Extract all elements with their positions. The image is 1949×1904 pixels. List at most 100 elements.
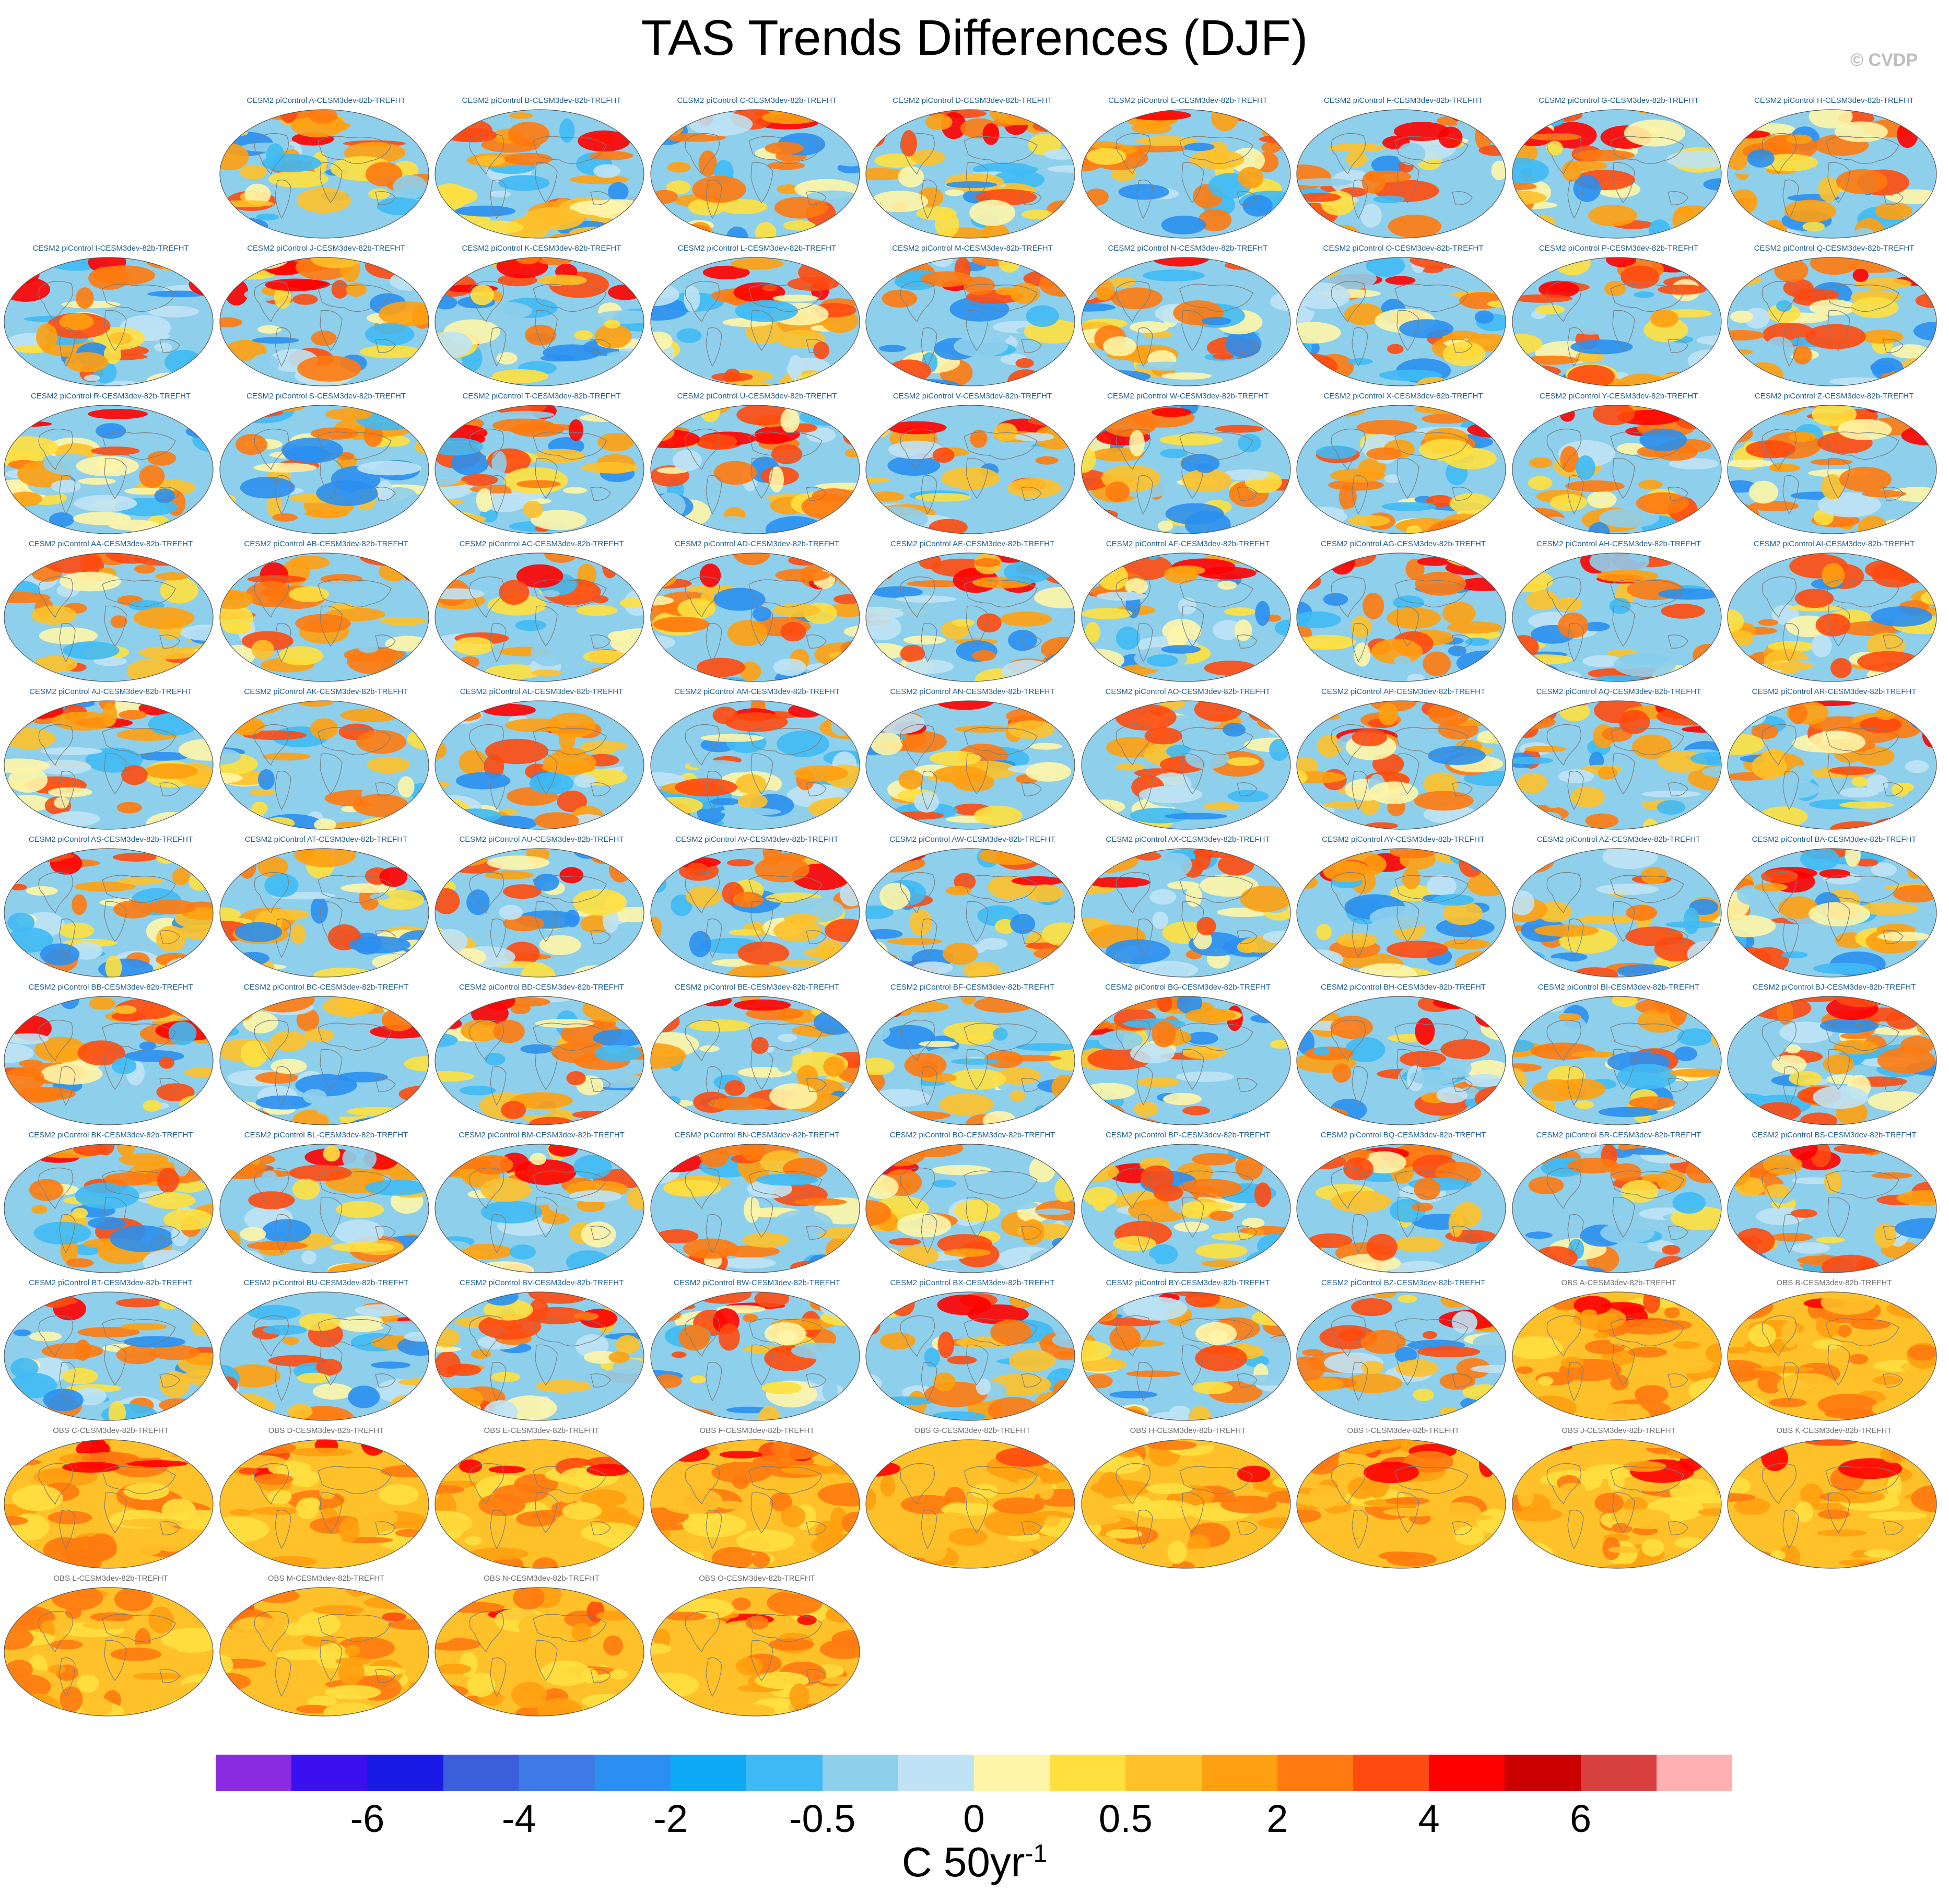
continent-outline — [535, 605, 558, 647]
continent-outline — [274, 1361, 291, 1402]
continent-outline — [1181, 457, 1204, 499]
continent-outline — [590, 487, 611, 501]
continent-outline — [1827, 901, 1850, 942]
panel-title: CESM2 piControl J-CESM3dev-82b-TREFHT — [247, 244, 405, 253]
continent-outline — [1181, 753, 1204, 794]
map-panel: CESM2 piControl AB-CESM3dev-82b-TREFHT — [219, 539, 434, 687]
continent-outline — [1612, 1049, 1635, 1090]
map-border — [1081, 109, 1291, 239]
map-border — [4, 1587, 214, 1717]
continent-outline — [1331, 280, 1366, 323]
global-trend-map — [1511, 996, 1722, 1125]
map-panel: CESM2 piControl AC-CESM3dev-82b-TREFHT — [434, 539, 649, 687]
panel-title: CESM2 piControl AK-CESM3dev-82b-TREFHT — [244, 687, 408, 696]
map-border — [650, 405, 860, 534]
map-border — [435, 553, 644, 682]
continent-outline — [104, 753, 127, 794]
map-border — [219, 700, 429, 830]
continent-outline — [1612, 901, 1635, 942]
continent-outline — [1352, 918, 1368, 958]
continent-outline — [1396, 1196, 1419, 1238]
map-panel: CESM2 piControl AY-CESM3dev-82b-TREFHT — [1296, 835, 1511, 982]
continent-outline — [1546, 1315, 1581, 1357]
continent-outline — [469, 1315, 504, 1357]
global-trend-map — [435, 109, 644, 239]
continent-outline — [533, 284, 607, 312]
panel-title: CESM2 piControl BZ-CESM3dev-82b-TREFHT — [1321, 1278, 1486, 1287]
continent-outline — [490, 1214, 507, 1254]
colorbar-tick-label: 0 — [963, 1797, 985, 1840]
continent-outline — [748, 1614, 823, 1642]
global-trend-map — [1296, 700, 1506, 830]
continent-outline — [1396, 1344, 1419, 1385]
continent-outline — [1667, 339, 1688, 353]
continent-outline — [964, 1318, 1038, 1347]
continent-outline — [1782, 179, 1799, 219]
map-border — [650, 996, 860, 1125]
map-border — [1727, 1291, 1937, 1421]
panel-title: CESM2 piControl AP-CESM3dev-82b-TREFHT — [1321, 687, 1486, 696]
continent-outline — [317, 1614, 392, 1642]
global-trend-map — [435, 405, 644, 534]
map-panel: CESM2 piControl AJ-CESM3dev-82b-TREFHT — [3, 687, 218, 835]
continent-outline — [1396, 1492, 1419, 1533]
global-trend-map — [435, 257, 644, 386]
panel-title: CESM2 piControl T-CESM3dev-82b-TREFHT — [462, 392, 621, 401]
continent-outline — [1610, 1466, 1684, 1495]
map-panel: OBS M-CESM3dev-82b-TREFHT — [219, 1574, 434, 1721]
map-panel: CESM2 piControl BI-CESM3dev-82b-TREFHT — [1511, 983, 1727, 1130]
continent-outline — [705, 918, 722, 958]
map-panel: OBS K-CESM3dev-82b-TREFHT — [1727, 1426, 1942, 1573]
map-border — [1296, 405, 1506, 534]
continent-outline — [590, 1373, 611, 1388]
continent-outline — [1546, 133, 1581, 175]
map-panel: CESM2 piControl AF-CESM3dev-82b-TREFHT — [1081, 539, 1296, 687]
continent-outline — [1612, 457, 1635, 499]
continent-outline — [1181, 1196, 1204, 1238]
global-trend-map — [1727, 1291, 1937, 1421]
continent-outline — [254, 872, 289, 914]
colorbar-segment — [746, 1755, 823, 1791]
colorbar-tick-label: 2 — [1266, 1797, 1288, 1840]
global-trend-map — [865, 1144, 1075, 1273]
map-border — [4, 1291, 214, 1421]
global-trend-map — [1511, 848, 1722, 978]
continent-outline — [1567, 179, 1584, 219]
panel-title: CESM2 piControl BE-CESM3dev-82b-TREFHT — [674, 983, 840, 992]
continent-outline — [1181, 1344, 1204, 1385]
continent-outline — [159, 782, 180, 796]
continent-outline — [1394, 284, 1469, 312]
continent-outline — [274, 770, 291, 810]
continent-outline — [921, 1066, 937, 1106]
map-border — [4, 257, 214, 386]
continent-outline — [1236, 930, 1258, 944]
map-panel: CESM2 piControl AA-CESM3dev-82b-TREFHT — [3, 539, 218, 687]
panel-title: CESM2 piControl I-CESM3dev-82b-TREFHT — [32, 244, 189, 253]
continent-outline — [685, 724, 720, 766]
map-border — [1727, 1144, 1937, 1273]
continent-outline — [59, 1214, 76, 1254]
continent-outline — [685, 133, 720, 175]
global-trend-map — [1081, 1439, 1291, 1569]
map-border — [650, 257, 860, 386]
global-trend-map — [4, 405, 214, 534]
map-border — [219, 109, 429, 239]
continent-outline — [1827, 457, 1850, 499]
continent-outline — [748, 136, 823, 164]
continent-outline — [1782, 918, 1799, 958]
continent-outline — [535, 457, 558, 499]
continent-outline — [1236, 782, 1258, 796]
continent-outline — [1136, 1361, 1153, 1402]
panel-title: CESM2 piControl BC-CESM3dev-82b-TREFHT — [243, 983, 409, 992]
global-trend-map — [650, 1587, 860, 1717]
map-panel: CESM2 piControl BN-CESM3dev-82b-TREFHT — [650, 1131, 865, 1278]
map-panel: CESM2 piControl AS-CESM3dev-82b-TREFHT — [3, 835, 218, 982]
map-border — [1081, 405, 1291, 534]
continent-outline — [1782, 1214, 1799, 1254]
continent-outline — [590, 1226, 611, 1240]
global-trend-map — [219, 996, 429, 1125]
colorbar-segment — [898, 1755, 974, 1791]
global-trend-map — [435, 1291, 644, 1421]
panel-title: CESM2 piControl AS-CESM3dev-82b-TREFHT — [28, 835, 193, 844]
map-border — [650, 848, 860, 978]
